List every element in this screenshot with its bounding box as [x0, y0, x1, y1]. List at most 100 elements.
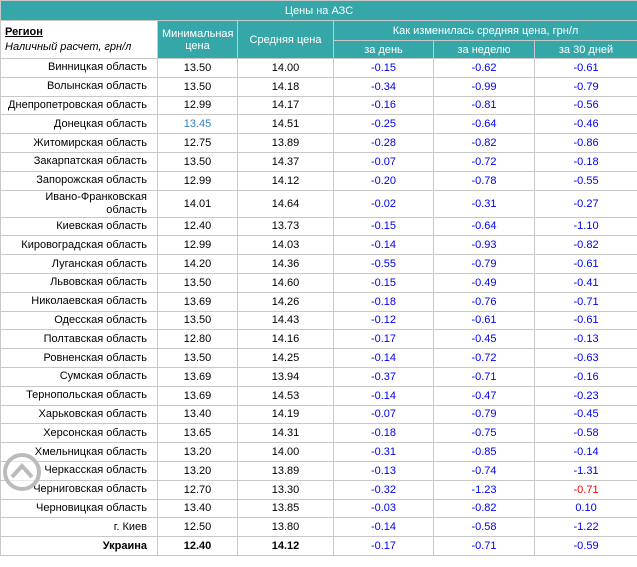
- day-change: -0.15: [333, 58, 434, 78]
- region-header: Регион Наличный расчет, грн/л: [0, 20, 158, 59]
- table-row: Херсонская область 13.65 14.31 -0.18 -0.75 -0…: [0, 423, 637, 444]
- avg-price: 14.03: [237, 235, 334, 256]
- day-change: -0.31: [333, 442, 434, 462]
- table-row: Хмельницкая область 13.20 14.00 -0.31 -0.85-…: [0, 442, 637, 462]
- month-change: -0.86: [533, 133, 637, 153]
- week-change: -0.31: [433, 189, 535, 218]
- min-price: 13.50: [157, 76, 238, 97]
- scroll-up-button[interactable]: [2, 452, 42, 492]
- table-row: Днепропетровская область 12.99 14.17 -0.16-…: [0, 95, 637, 116]
- region: Винницкая область: [0, 58, 158, 78]
- month-change: -0.18: [533, 151, 637, 172]
- table-row: Львовская область 13.50 14.60 -0.15 -0.49 -0.…: [0, 272, 637, 293]
- table-row: Киевская область 12.40 13.73 -0.15 -0.64 -1.1…: [0, 216, 637, 237]
- day-change: -0.20: [333, 170, 434, 191]
- total-row: Украина 12.40 14.12 -0.17 -0.71 -0.59: [0, 536, 637, 556]
- avg-price: 13.73: [237, 216, 334, 237]
- table-row: Николаевская область 13.69 14.26 -0.18 -0.76…: [0, 291, 637, 312]
- week-change: -0.72: [433, 348, 535, 368]
- min-price: 13.69: [157, 291, 238, 312]
- month-change: -0.71: [533, 291, 637, 312]
- min-price: 13.65: [157, 423, 238, 444]
- avg-price: 14.00: [237, 58, 334, 78]
- day-change: -0.55: [333, 254, 434, 274]
- min-price: 13.20: [157, 442, 238, 462]
- min-price: 13.50: [157, 151, 238, 172]
- region: Запорожская область: [0, 170, 158, 191]
- day-change: -0.32: [333, 479, 434, 500]
- avg-price: 14.12: [237, 536, 334, 556]
- month-change: -0.16: [533, 366, 637, 387]
- min-price: 12.99: [157, 170, 238, 191]
- month-change: -0.82: [533, 235, 637, 256]
- avg-price: 14.36: [237, 254, 334, 274]
- min-price: 12.80: [157, 329, 238, 350]
- min-price: 13.40: [157, 404, 238, 425]
- day-change: -0.17: [333, 536, 434, 556]
- day-change: -0.03: [333, 498, 434, 519]
- region: Ивано-Франковская область: [0, 189, 158, 218]
- month-change: -0.63: [533, 348, 637, 368]
- table-row: Сумская область 13.69 13.94 -0.37 -0.71 -0.16: [0, 366, 637, 387]
- month-change: -0.58: [533, 423, 637, 444]
- table-row: Полтавская область 12.80 14.16 -0.17 -0.45 -0…: [0, 329, 637, 350]
- avg-price-header: Средняя цена: [237, 20, 334, 59]
- min-price: 12.99: [157, 95, 238, 116]
- week-change: -0.85: [433, 442, 535, 462]
- avg-price: 14.25: [237, 348, 334, 368]
- region: Волынская область: [0, 76, 158, 97]
- avg-price: 14.51: [237, 114, 334, 135]
- table-row: Луганская область 14.20 14.36 -0.55 -0.79 -0.…: [0, 254, 637, 274]
- avg-price: 14.18: [237, 76, 334, 97]
- week-change: -0.45: [433, 329, 535, 350]
- region: Черновицкая область: [0, 498, 158, 519]
- avg-price: 14.00: [237, 442, 334, 462]
- region: г. Киев: [0, 517, 158, 538]
- region: Одесская область: [0, 310, 158, 331]
- region: Кировоградская область: [0, 235, 158, 256]
- region: Житомирская область: [0, 133, 158, 153]
- region: Харьковская область: [0, 404, 158, 425]
- month-change: -0.55: [533, 170, 637, 191]
- min-price: 13.50: [157, 310, 238, 331]
- min-price: 13.50: [157, 348, 238, 368]
- month-change: -0.13: [533, 329, 637, 350]
- avg-price: 13.80: [237, 517, 334, 538]
- week-change: -0.71: [433, 536, 535, 556]
- week-change: -0.93: [433, 235, 535, 256]
- avg-price: 13.85: [237, 498, 334, 519]
- month-change: -0.59: [533, 536, 637, 556]
- avg-price: 13.94: [237, 366, 334, 387]
- avg-price: 14.64: [237, 189, 334, 218]
- week-change: -0.47: [433, 385, 535, 406]
- avg-price: 14.60: [237, 272, 334, 293]
- table-row: Закарпатская область 13.50 14.37 -0.07 -0.72…: [0, 151, 637, 172]
- table-row: Ивано-Франковская область 14.01 14.64 -0.02…: [0, 189, 637, 218]
- day-change: -0.14: [333, 385, 434, 406]
- day-change: -0.18: [333, 291, 434, 312]
- avg-price: 14.16: [237, 329, 334, 350]
- day-change: -0.28: [333, 133, 434, 153]
- day-change: -0.25: [333, 114, 434, 135]
- avg-price: 13.89: [237, 460, 334, 481]
- min-price: 12.75: [157, 133, 238, 153]
- week-change: -0.71: [433, 366, 535, 387]
- region: Ровненская область: [0, 348, 158, 368]
- day-change: -0.14: [333, 235, 434, 256]
- table-row: Тернопольская область 13.69 14.53 -0.14 -0.4…: [0, 385, 637, 406]
- avg-price: 13.89: [237, 133, 334, 153]
- min-price: 14.20: [157, 254, 238, 274]
- month-change: -1.22: [533, 517, 637, 538]
- min-price: 12.40: [157, 536, 238, 556]
- month-change: 0.10: [533, 498, 637, 519]
- table-row: Черниговская область 12.70 13.30 -0.32 -1.23…: [0, 479, 637, 500]
- week-change: -0.82: [433, 133, 535, 153]
- payment-label: Наличный расчет, грн/л: [5, 40, 132, 53]
- region: Тернопольская область: [0, 385, 158, 406]
- avg-price: 14.12: [237, 170, 334, 191]
- week-change: -0.99: [433, 76, 535, 97]
- table-row: Запорожская область 12.99 14.12 -0.20 -0.78-…: [0, 170, 637, 191]
- month-change: -0.27: [533, 189, 637, 218]
- month-change: -0.41: [533, 272, 637, 293]
- week-change: -0.62: [433, 58, 535, 78]
